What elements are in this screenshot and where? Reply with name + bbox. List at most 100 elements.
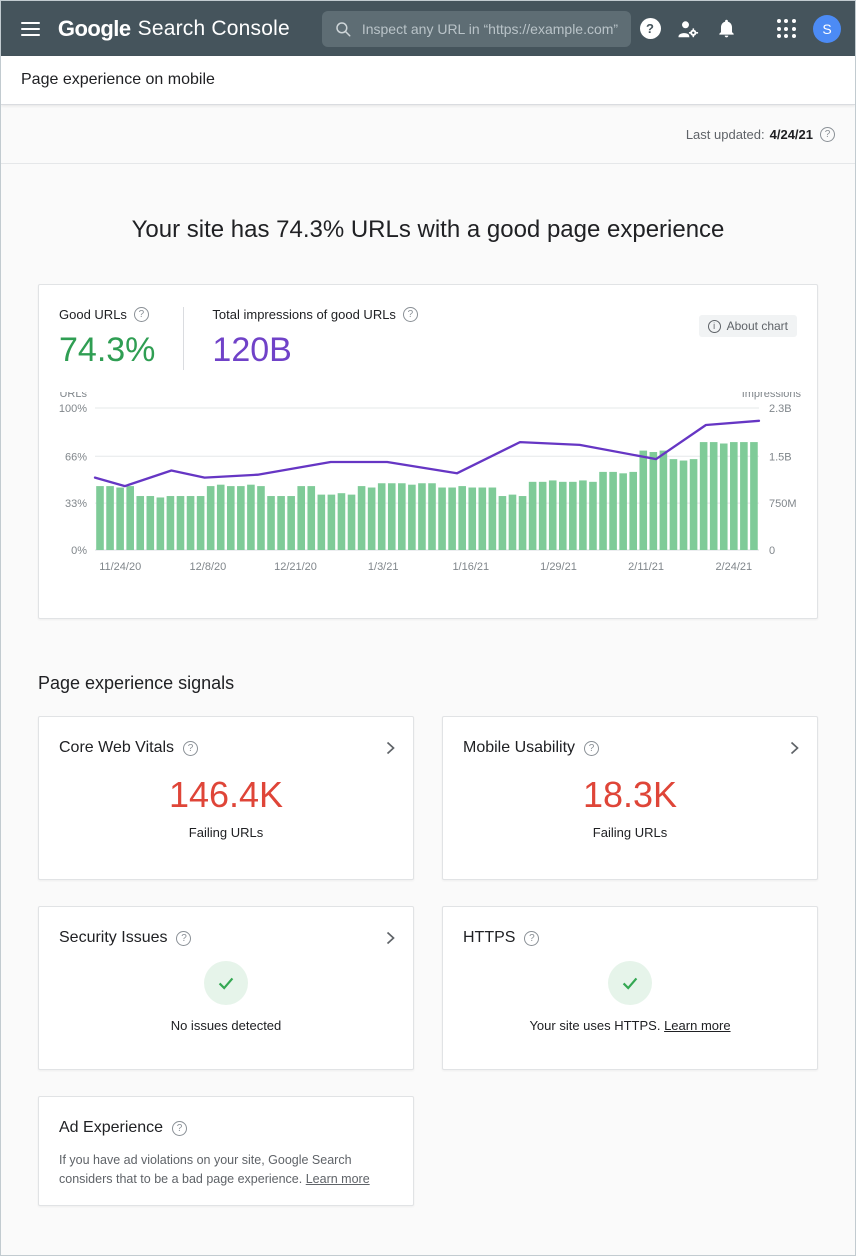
chart-bar[interactable] xyxy=(146,496,155,550)
chart-bar[interactable] xyxy=(216,484,225,550)
chart-bar[interactable] xyxy=(317,494,326,550)
chart-bar[interactable] xyxy=(518,496,527,550)
https-help-icon[interactable] xyxy=(524,930,540,946)
card-mobile-usability[interactable]: Mobile Usability 18.3K Failing URLs xyxy=(442,716,818,880)
chart-bar[interactable] xyxy=(237,486,245,550)
chart-bar[interactable] xyxy=(478,487,487,550)
impressions-help-icon[interactable] xyxy=(402,307,418,322)
chart-bar[interactable] xyxy=(398,483,406,550)
chart-bar[interactable] xyxy=(538,481,547,550)
chart-bar[interactable] xyxy=(528,481,537,550)
chart-bar[interactable] xyxy=(387,483,396,550)
chart-bar[interactable] xyxy=(730,442,738,550)
chart-bar[interactable] xyxy=(629,471,638,550)
help-button[interactable] xyxy=(631,10,669,48)
chart-bar[interactable] xyxy=(106,486,114,550)
chart-bar[interactable] xyxy=(347,494,356,550)
chart-bar[interactable] xyxy=(297,486,306,550)
chart-bar[interactable] xyxy=(357,486,366,550)
chart-bar[interactable] xyxy=(116,487,124,550)
ad-experience-help-icon[interactable] xyxy=(172,1120,188,1136)
good-urls-help-icon[interactable] xyxy=(133,307,149,322)
chart-bar[interactable] xyxy=(176,496,185,550)
last-updated-help-icon[interactable] xyxy=(820,126,835,142)
chart-bar[interactable] xyxy=(438,487,446,550)
chart-bar[interactable] xyxy=(579,480,587,550)
avatar[interactable]: S xyxy=(813,14,841,43)
user-settings-button[interactable] xyxy=(669,10,707,48)
chart-bar[interactable] xyxy=(226,486,235,550)
chart-bar[interactable] xyxy=(327,494,336,550)
chart-bar[interactable] xyxy=(247,484,255,550)
chart-bar[interactable] xyxy=(639,450,648,550)
about-chart-button[interactable]: About chart xyxy=(698,315,797,337)
chart-bar[interactable] xyxy=(287,496,295,550)
card-https[interactable]: HTTPS Your site uses HTTPS. Learn more xyxy=(442,906,818,1070)
chart-bar[interactable] xyxy=(448,487,456,550)
chart-bar[interactable] xyxy=(689,459,698,550)
chart-bar[interactable] xyxy=(267,496,275,550)
chart-bar[interactable] xyxy=(599,471,607,550)
chart-bar[interactable] xyxy=(206,486,215,550)
chart-bar[interactable] xyxy=(136,496,145,550)
chart-bar[interactable] xyxy=(719,443,728,551)
chart-bar[interactable] xyxy=(699,442,708,550)
chart-bar[interactable] xyxy=(589,481,597,550)
chart-bar[interactable] xyxy=(558,481,567,550)
chart-bar[interactable] xyxy=(277,496,285,550)
search-input[interactable] xyxy=(361,20,619,37)
page-experience-chart[interactable]: 100% 2.3B 66% 1.5B 33% 750M 0% 0 URLs Impressions… xyxy=(59,388,802,583)
card-ad-experience[interactable]: Ad Experience If you have ad violations … xyxy=(38,1096,414,1206)
chart-bar[interactable] xyxy=(126,486,134,550)
breadcrumb[interactable]: Page experience on mobile xyxy=(21,71,215,88)
x-axis-tick: 2/24/21 xyxy=(715,561,752,573)
chart-bar[interactable] xyxy=(709,442,718,550)
chart-bar[interactable] xyxy=(428,483,436,550)
last-updated-label: Last updated: xyxy=(685,126,765,142)
chart-bar[interactable] xyxy=(649,452,658,550)
chart-bar[interactable] xyxy=(257,486,265,550)
menu-icon[interactable] xyxy=(21,21,40,36)
chart-bar[interactable] xyxy=(307,486,316,550)
chevron-right-icon[interactable] xyxy=(790,741,799,755)
impressions-line[interactable] xyxy=(93,419,761,488)
https-learn-more-link[interactable]: Learn more xyxy=(664,1018,731,1033)
url-inspect-searchbox[interactable] xyxy=(321,10,631,47)
security-issues-help-icon[interactable] xyxy=(176,930,192,946)
chart-bar[interactable] xyxy=(619,473,627,550)
chart-bar[interactable] xyxy=(196,496,205,550)
card-core-web-vitals[interactable]: Core Web Vitals 146.4K Failing URLs xyxy=(38,716,414,880)
chart-bar[interactable] xyxy=(498,496,507,550)
app-logo[interactable]: Google Search Console xyxy=(58,16,290,42)
chart-bar[interactable] xyxy=(740,442,748,550)
chart-bar[interactable] xyxy=(418,483,426,550)
chart-bar[interactable] xyxy=(458,486,466,550)
apps-grid-button[interactable] xyxy=(767,10,805,48)
chart-bar[interactable] xyxy=(408,484,416,550)
chevron-right-icon[interactable] xyxy=(386,931,395,945)
right-axis-tick: 0 xyxy=(769,545,775,557)
chart-bar[interactable] xyxy=(367,487,376,550)
chart-bar[interactable] xyxy=(569,481,577,550)
card-security-issues[interactable]: Security Issues No issues detected xyxy=(38,906,414,1070)
chart-bar[interactable] xyxy=(186,496,195,550)
chart-bar[interactable] xyxy=(166,496,175,550)
chart-bar[interactable] xyxy=(609,471,617,550)
chart-bar[interactable] xyxy=(156,497,165,550)
chart-bar[interactable] xyxy=(679,460,688,550)
core-web-vitals-help-icon[interactable] xyxy=(183,740,199,756)
chart-bar[interactable] xyxy=(468,487,477,550)
chart-bar[interactable] xyxy=(508,494,517,550)
chart-bar[interactable] xyxy=(488,487,497,550)
chart-bar[interactable] xyxy=(669,459,678,550)
chart-bar[interactable] xyxy=(548,480,557,550)
chart-bar[interactable] xyxy=(377,483,386,550)
chart-bar[interactable] xyxy=(96,486,104,550)
chart-bar[interactable] xyxy=(750,442,758,550)
chart-bar[interactable] xyxy=(659,450,668,550)
mobile-usability-help-icon[interactable] xyxy=(584,740,600,756)
ad-experience-learn-more-link[interactable]: Learn more xyxy=(305,1172,370,1187)
chevron-right-icon[interactable] xyxy=(386,741,395,755)
notifications-button[interactable] xyxy=(707,10,745,48)
chart-bar[interactable] xyxy=(337,493,346,550)
